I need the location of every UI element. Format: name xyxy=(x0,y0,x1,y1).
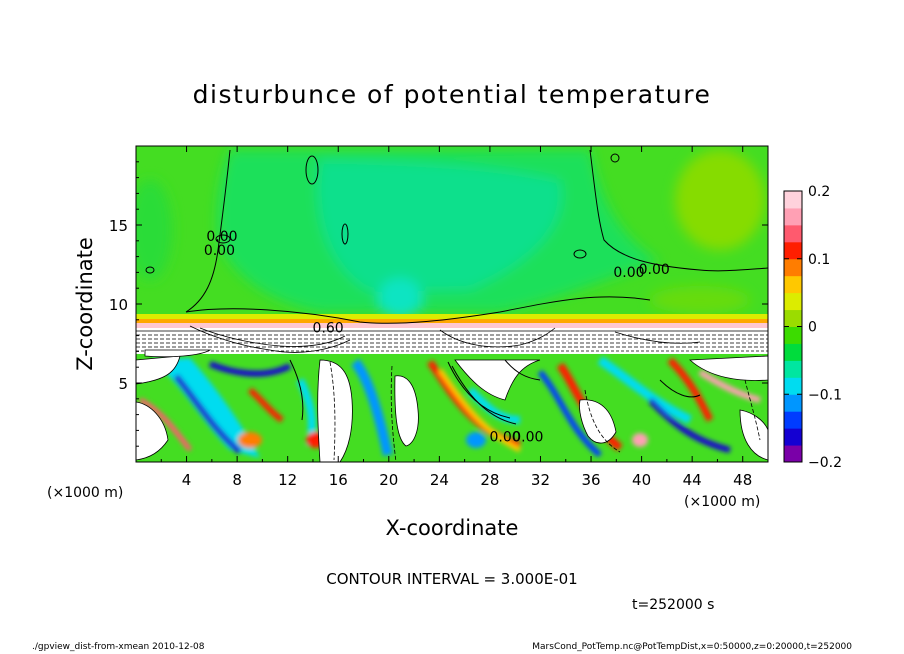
colorbar-swatch xyxy=(784,258,802,277)
contour-label: 0.00 xyxy=(613,265,644,281)
x-tick-label: 28 xyxy=(480,471,499,489)
colorbar-swatch xyxy=(784,445,802,463)
colorbar-swatch xyxy=(784,428,802,446)
colorbar-swatch xyxy=(784,394,802,412)
contour-label: 0.00 xyxy=(639,262,670,278)
x-tick-label: 32 xyxy=(531,471,550,489)
x-tick-label: 16 xyxy=(329,471,348,489)
inversion-band-orange xyxy=(136,319,768,323)
colorbar-swatch xyxy=(784,326,802,344)
colorbar-tick-label: −0.1 xyxy=(808,387,842,403)
colorbar-swatch xyxy=(784,309,802,327)
colorbar-swatch xyxy=(784,292,802,311)
colorbar-swatch xyxy=(784,411,802,429)
contour-band xyxy=(136,328,768,354)
y-axis-label: Z-coordinate xyxy=(73,237,97,371)
contour-band-lines xyxy=(136,325,768,353)
footer-right: MarsCond_PotTemp.nc@PotTempDist,x=0:5000… xyxy=(532,642,852,652)
y-tick-label: 10 xyxy=(109,296,128,314)
upper-field-anomalies xyxy=(136,150,765,318)
colorbar-swatch xyxy=(784,343,802,361)
y-tick-label: 5 xyxy=(118,375,128,393)
colorbar-tick-label: −0.2 xyxy=(808,455,842,471)
colorbar-swatch xyxy=(784,360,802,378)
colorbar-tick-label: 0 xyxy=(808,320,817,336)
contour-label: 0.00 xyxy=(204,243,235,259)
x-tick-label: 20 xyxy=(379,471,398,489)
x-unit-right: (×1000 m) xyxy=(684,494,760,510)
x-tick-label: 36 xyxy=(581,471,600,489)
colorbar-swatch xyxy=(784,275,802,294)
contour-labels: 0.000.000.000.000.600.000.00 xyxy=(204,229,670,446)
colorbar-tick-label: 0.1 xyxy=(808,252,830,268)
inversion-band-yellow xyxy=(136,314,768,319)
colorbar-swatch xyxy=(784,377,802,395)
x-tick-label: 40 xyxy=(632,471,651,489)
lower-field-anomalies xyxy=(138,356,761,458)
y-tick-label: 15 xyxy=(109,217,128,235)
contour-label: 0.60 xyxy=(313,320,344,336)
x-tick-label: 8 xyxy=(232,471,242,489)
white-patches xyxy=(136,349,768,462)
contour-label: 0.00 xyxy=(490,429,521,445)
inversion-band-pink xyxy=(136,323,768,328)
x-axis-label: X-coordinate xyxy=(386,516,519,540)
x-tick-label: 12 xyxy=(278,471,297,489)
colorbar-swatch xyxy=(784,241,802,260)
x-axis: 4 8 12 16 20 24 28 32 36 40 44 48 xyxy=(160,146,752,489)
colorbar-swatch xyxy=(784,207,802,226)
x-tick-label: 44 xyxy=(683,471,702,489)
contour-label: 0.00 xyxy=(206,229,237,245)
dashed-contours xyxy=(329,361,761,462)
time-label: t=252000 s xyxy=(632,597,714,613)
contour-interval: CONTOUR INTERVAL = 3.000E-01 xyxy=(326,570,577,588)
colorbar-swatch xyxy=(784,191,802,209)
y-axis: 5 10 15 xyxy=(109,161,768,447)
colorbar-swatch xyxy=(784,224,802,243)
x-tick-label: 24 xyxy=(430,471,449,489)
contour-lines xyxy=(145,149,768,425)
colorbar: 0.2 0.1 0 −0.1 −0.2 xyxy=(783,184,842,471)
x-tick-label: 48 xyxy=(733,471,752,489)
plot-area xyxy=(136,146,768,462)
chart-title: disturbunce of potential temperature xyxy=(193,80,712,109)
x-tick-label: 4 xyxy=(182,471,192,489)
contour-label: 0.00 xyxy=(512,429,543,445)
colorbar-tick-label: 0.2 xyxy=(808,184,830,200)
x-unit-left: (×1000 m) xyxy=(47,485,123,501)
footer-left: ./gpview_dist-from-xmean 2010-12-08 xyxy=(32,642,205,652)
